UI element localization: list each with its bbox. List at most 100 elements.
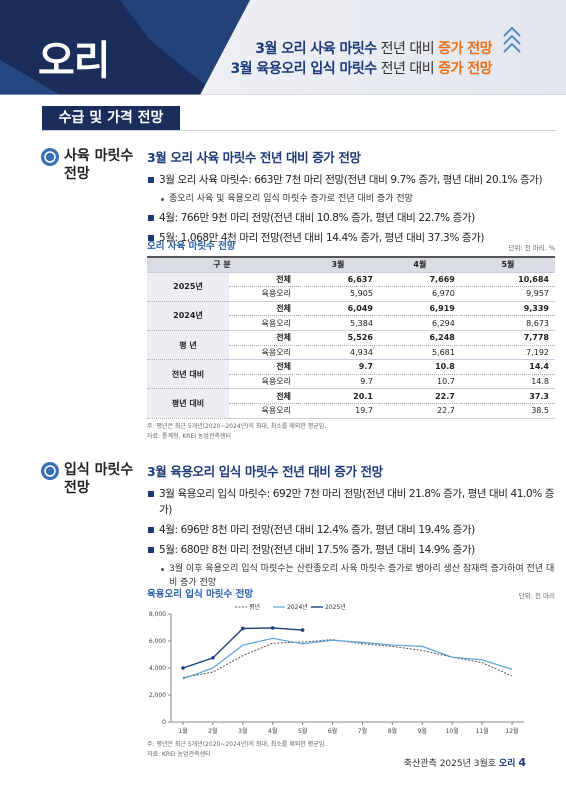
legend-label: 2024년 xyxy=(287,603,308,611)
row-label: 육용오리 xyxy=(229,315,297,331)
bullet: 4월: 766만 9천 마리 전망(전년 대비 10.8% 증가, 평년 대비 … xyxy=(147,210,557,226)
section-body: 3월 오리 사육 마릿수 전년 대비 증가 전망 3월 오리 사육 마릿수: 66… xyxy=(147,147,557,250)
table-row: 2025년 전체 6,637 7,669 10,684 xyxy=(147,272,555,302)
x-tick-label: 11월 xyxy=(476,727,489,735)
row-label: 전체 xyxy=(229,301,297,317)
cell: 9.7 xyxy=(297,374,379,390)
section-label: 입식 마릿수 전망 xyxy=(64,462,134,496)
bullet: 4월: 696만 8천 마리 전망(전년 대비 12.4% 증가, 평년 대비 … xyxy=(147,522,557,538)
point xyxy=(270,626,275,630)
row-label: 전체 xyxy=(229,388,297,404)
row-group: 평년 대비 xyxy=(147,388,229,419)
page-title: 오리 xyxy=(38,38,111,84)
headline-outlook: 증가 전망 xyxy=(438,61,492,77)
cell: 37.3 xyxy=(460,388,555,404)
chart-notes: 주: 평년은 최근 5개년(2020~2024년)의 최대, 최소를 제외한 평… xyxy=(147,740,326,760)
x-tick-label: 9월 xyxy=(418,727,427,735)
sub-bullet: 3월 이후 육용오리 입식 마릿수는 산란종오리 사육 마릿수 증가로 병아리 … xyxy=(147,562,557,590)
table-row: 육용오리 4,934 5,681 7,192 xyxy=(147,345,555,361)
point xyxy=(300,628,305,632)
cell: 10.7 xyxy=(378,374,461,390)
section-heading: 3월 육용오리 입식 마릿수 전년 대비 증가 전망 xyxy=(147,464,383,479)
y-tick-label: 0 xyxy=(162,719,166,726)
cell: 10,684 xyxy=(460,272,555,288)
x-tick-label: 4월 xyxy=(268,727,277,735)
header-band xyxy=(0,0,566,95)
section-icon xyxy=(41,462,59,480)
page-number: 4 xyxy=(518,756,526,769)
sub-bullet: 종오리 사육 및 육용오리 입식 마릿수 증가로 전년 대비 증가 전망 xyxy=(147,192,557,206)
x-tick-label: 12월 xyxy=(505,727,518,735)
headline-outlook: 증가 전망 xyxy=(438,41,492,57)
row-label: 전체 xyxy=(229,330,297,346)
note: 자료: KREI 농업관측센터 xyxy=(147,751,211,758)
y-tick-label: 4,000 xyxy=(149,665,166,672)
section-tab: 수급 및 가격 전망 xyxy=(42,106,180,130)
headline-compare: 전년 대비 xyxy=(380,61,435,77)
cell: 5,526 xyxy=(297,330,379,346)
cell: 7,669 xyxy=(378,272,461,288)
chart-title: 육용오리 입식 마릿수 전망 xyxy=(147,589,254,600)
footer-section: 오리 xyxy=(498,759,516,769)
x-tick-label: 2월 xyxy=(208,727,217,735)
bullet: 3월 육용오리 입식 마릿수: 692만 7천 마리 전망(전년 대비 21.8… xyxy=(147,486,557,518)
page-footer: 축산관측 2025년 3월호 오리 4 xyxy=(404,756,526,769)
cell: 8,673 xyxy=(460,315,555,331)
column-header: 구 분 xyxy=(147,255,297,273)
row-group: 전년 대비 xyxy=(147,359,229,390)
x-tick-label: 7월 xyxy=(358,727,367,735)
cell: 6,248 xyxy=(378,330,461,346)
y-tick-label: 2,000 xyxy=(149,692,166,699)
table-title: 오리 사육 마릿수 전망 xyxy=(147,241,236,252)
cell: 14.4 xyxy=(460,359,555,375)
row-group: 2025년 xyxy=(147,272,229,302)
section-body: 3월 육용오리 입식 마릿수 전년 대비 증가 전망 3월 육용오리 입식 마릿수… xyxy=(147,461,557,594)
table-unit: 단위: 천 마리, % xyxy=(508,244,555,252)
note: 주: 평년은 최근 5개년(2020~2024년)의 최대, 최소를 제외한 평… xyxy=(147,423,327,430)
x-tick-label: 3월 xyxy=(238,727,247,735)
cell: 9,957 xyxy=(460,286,555,302)
row-label: 전체 xyxy=(229,272,297,288)
table-row: 육용오리 5,384 6,294 8,673 xyxy=(147,315,555,331)
headline-subject: 3월 육용오리 입식 마릿수 xyxy=(230,61,377,77)
bullet: 5월: 680만 8천 마리 전망(전년 대비 17.5% 증가, 평년 대비 … xyxy=(147,542,557,558)
cell: 5,384 xyxy=(297,315,379,331)
bullet: 5월: 1,068만 4천 마리 전망(전년 대비 14.4% 증가, 평년 대… xyxy=(147,230,557,246)
table-row: 육용오리 19.7 22.7 38.5 xyxy=(147,403,555,419)
table-row: 2024년 전체 6,049 6,919 9,339 xyxy=(147,301,555,331)
cell: 4,934 xyxy=(297,345,379,361)
chart-unit: 단위: 천 마리 xyxy=(518,592,555,600)
x-tick-label: 5월 xyxy=(298,727,307,735)
bullet: 3월 오리 사육 마릿수: 663만 7천 마리 전망(전년 대비 9.7% 증… xyxy=(147,172,557,188)
cell: 10.8 xyxy=(378,359,461,375)
column-header: 3월 xyxy=(297,255,379,273)
headline: 3월 육용오리 입식 마릿수 전년 대비 증가 전망 xyxy=(230,58,492,78)
row-group: 2024년 xyxy=(147,301,229,331)
cell: 5,905 xyxy=(297,286,379,302)
legend-label: 평년 xyxy=(249,603,260,611)
row-label: 육용오리 xyxy=(229,286,297,302)
table-row: 평 년 전체 5,526 6,248 7,778 xyxy=(147,330,555,361)
cell: 19.7 xyxy=(297,403,379,419)
column-header: 5월 xyxy=(460,255,555,273)
cell: 7,192 xyxy=(460,345,555,361)
table-row: 전년 대비 전체 9.7 10.8 14.4 xyxy=(147,359,555,390)
divider xyxy=(42,130,556,131)
section-heading: 3월 오리 사육 마릿수 전년 대비 증가 전망 xyxy=(147,150,361,165)
cell: 9,339 xyxy=(460,301,555,317)
cell: 6,637 xyxy=(297,272,379,288)
legend-label: 2025년 xyxy=(325,603,346,611)
headline-compare: 전년 대비 xyxy=(380,41,435,57)
headline: 3월 오리 사육 마릿수 전년 대비 증가 전망 xyxy=(255,38,492,58)
cell: 22.7 xyxy=(378,388,461,404)
section-label: 사육 마릿수 전망 xyxy=(64,148,134,182)
cell: 5,681 xyxy=(378,345,461,361)
cell: 6,970 xyxy=(378,286,461,302)
series-line xyxy=(182,627,303,669)
y-tick-label: 8,000 xyxy=(149,611,166,618)
series-line xyxy=(182,637,513,680)
column-header: 4월 xyxy=(378,255,461,273)
header-row: 구 분 3월 4월 5월 xyxy=(147,255,555,273)
cell: 6,294 xyxy=(378,315,461,331)
